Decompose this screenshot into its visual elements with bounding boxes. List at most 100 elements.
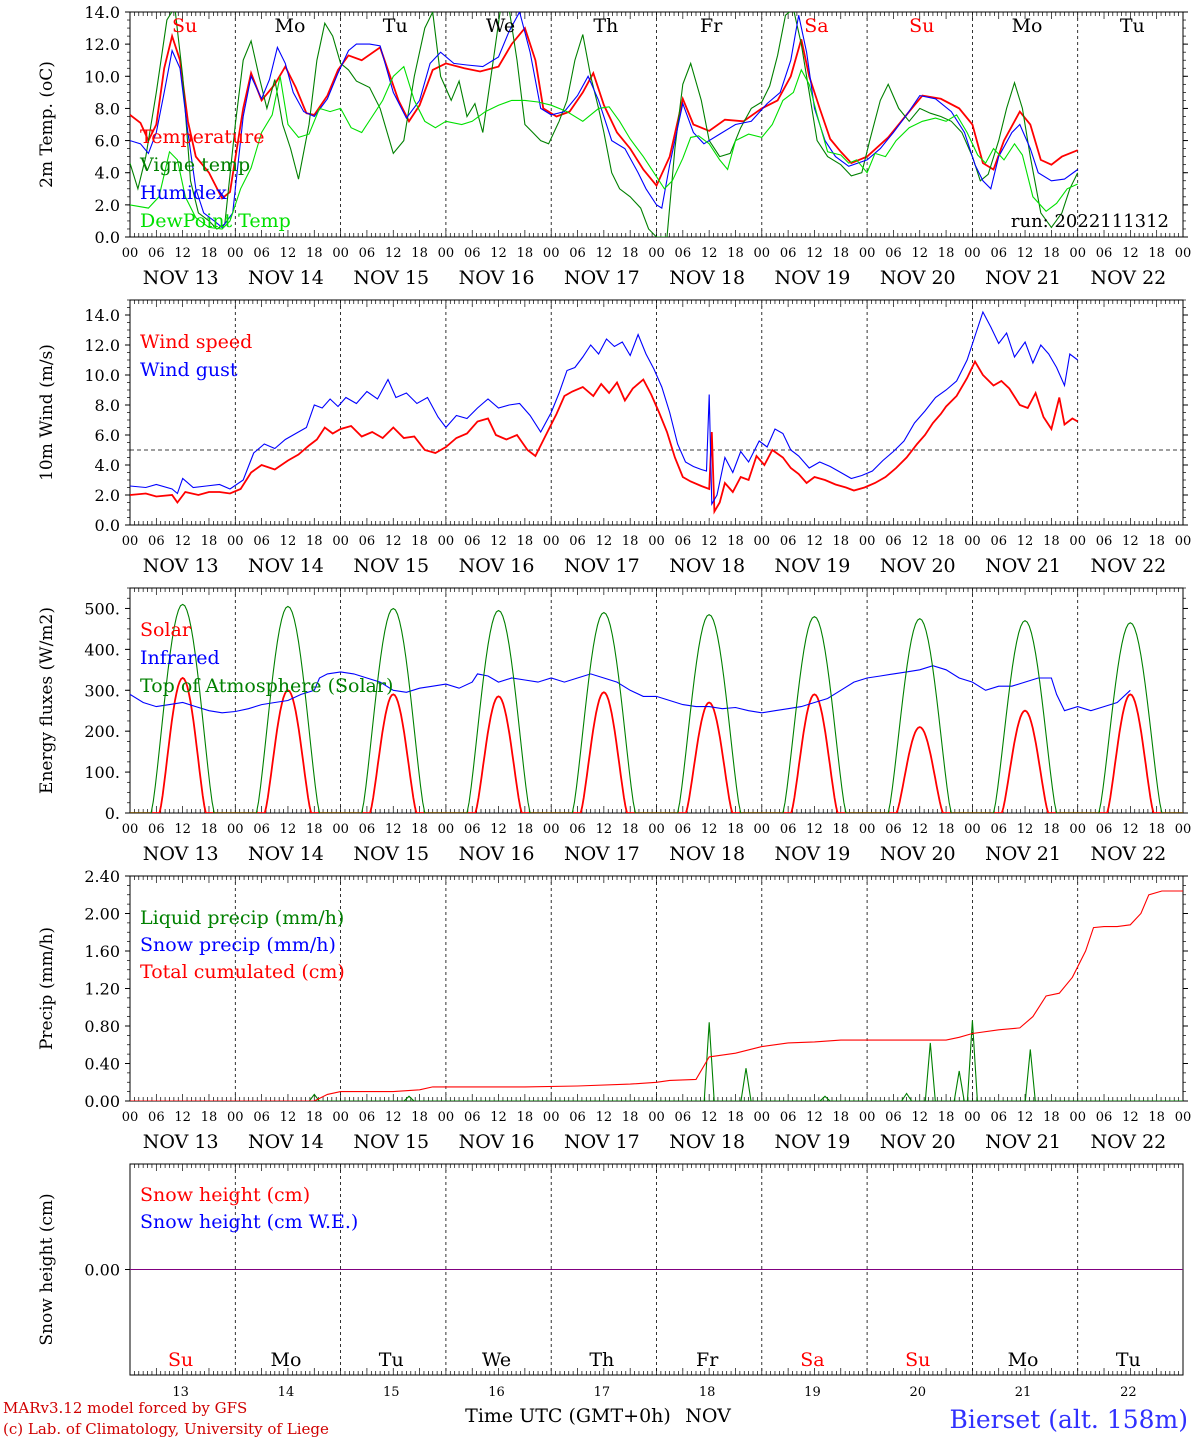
y-tick-label: 200.: [84, 722, 120, 741]
x-hour-label: 18: [411, 822, 428, 837]
legend-entry: Snow height (cm): [140, 1184, 310, 1206]
y-tick-label: 0.0: [95, 516, 120, 535]
x-hour-label: 12: [596, 246, 613, 261]
x-hour-label: 06: [1096, 246, 1113, 261]
x-hour-label: 00: [122, 534, 139, 549]
x-hour-label: 18: [727, 822, 744, 837]
x-hour-label: 18: [201, 246, 218, 261]
x-hour-label: 06: [1096, 534, 1113, 549]
x-hour-label: 18: [1043, 1110, 1060, 1125]
series-2: [972, 620, 1078, 813]
y-tick-label: 4.0: [95, 164, 120, 183]
x-hour-label: 12: [1122, 822, 1139, 837]
series-3: [130, 65, 1078, 230]
day-number-label: 21: [1015, 1385, 1032, 1400]
weekday-label: Fr: [700, 15, 723, 37]
x-date-label: NOV 22: [1090, 267, 1166, 289]
x-hour-label: 18: [938, 1110, 955, 1125]
x-date-label: NOV 14: [248, 1131, 324, 1153]
series-0: [130, 26, 1079, 200]
x-date-label: NOV 20: [880, 843, 956, 865]
x-date-label: NOV 19: [775, 843, 851, 865]
x-hour-label: 12: [1017, 246, 1034, 261]
x-date-label: NOV 15: [353, 555, 429, 577]
x-date-label: NOV 13: [143, 267, 219, 289]
y-axis-label: Snow height (cm): [37, 1193, 57, 1345]
x-date-label: NOV 15: [353, 843, 429, 865]
x-hour-label: 00: [122, 1110, 139, 1125]
x-hour-label: 12: [174, 1110, 191, 1125]
legend-entry: Solar: [140, 619, 192, 641]
x-hour-label: 18: [1043, 246, 1060, 261]
y-tick-label: 12.0: [84, 336, 120, 355]
x-hour-label: 12: [701, 246, 718, 261]
series-0-spike: [901, 1092, 913, 1101]
legend-entry: Vigne temp: [139, 154, 250, 176]
x-hour-label: 18: [727, 1110, 744, 1125]
x-hour-label: 00: [332, 246, 349, 261]
x-hour-label: 00: [122, 246, 139, 261]
x-hour-label: 06: [675, 534, 692, 549]
x-hour-label: 12: [701, 822, 718, 837]
y-tick-label: 0.0: [95, 228, 120, 247]
y-tick-label: 8.0: [95, 99, 120, 118]
x-hour-label: 18: [411, 246, 428, 261]
x-hour-label: 12: [490, 246, 507, 261]
x-hour-label: 06: [569, 534, 586, 549]
x-hour-label: 12: [1122, 246, 1139, 261]
x-hour-label: 12: [911, 534, 928, 549]
x-hour-label: 06: [675, 1110, 692, 1125]
x-date-label: NOV 20: [880, 1131, 956, 1153]
x-date-label: NOV 21: [985, 267, 1061, 289]
series-1: [130, 665, 1131, 714]
y-tick-label: 0.80: [84, 1017, 120, 1036]
x-hour-label: 00: [122, 822, 139, 837]
x-hour-label: 06: [148, 534, 165, 549]
series-0: [761, 693, 868, 813]
series-0: [340, 693, 446, 813]
x-hour-label: 06: [253, 1110, 270, 1125]
x-date-label: NOV 13: [143, 1131, 219, 1153]
x-hour-label: 06: [569, 822, 586, 837]
x-hour-label: 06: [780, 822, 797, 837]
legend-entry: Temperature: [140, 126, 264, 148]
series-0-spike: [953, 1070, 965, 1101]
y-tick-label: 6.0: [95, 132, 120, 151]
legend-entry: Snow precip (mm/h): [140, 934, 336, 956]
x-hour-label: 12: [174, 822, 191, 837]
weekday-label: Mo: [1008, 1349, 1039, 1371]
day-number-label: 14: [278, 1385, 295, 1400]
series-0: [551, 691, 657, 813]
x-hour-label: 12: [385, 1110, 402, 1125]
x-hour-label: 18: [411, 534, 428, 549]
x-hour-label: 00: [754, 1110, 771, 1125]
x-hour-label: 00: [1175, 822, 1192, 837]
series-area: [130, 603, 1183, 813]
weekday-label: Su: [909, 15, 934, 37]
model-credit: MARv3.12 model forced by GFS: [3, 1399, 247, 1417]
x-hour-label: 00: [438, 1110, 455, 1125]
weekday-label: Sa: [804, 15, 828, 37]
x-date-label: NOV 15: [353, 267, 429, 289]
weekday-label: Th: [589, 1349, 614, 1371]
weekday-label: We: [486, 15, 515, 37]
x-hour-label: 00: [227, 1110, 244, 1125]
x-hour-label: 00: [859, 822, 876, 837]
x-hour-label: 18: [1148, 822, 1165, 837]
x-hour-label: 12: [280, 534, 297, 549]
y-axis-label: Precip (mm/h): [37, 927, 57, 1050]
x-hour-label: 06: [464, 822, 481, 837]
x-date-label: NOV 20: [880, 267, 956, 289]
x-hour-label: 06: [990, 534, 1007, 549]
series-0: [445, 695, 552, 813]
x-hour-label: 00: [332, 534, 349, 549]
day-number-label: 16: [488, 1385, 505, 1400]
x-hour-label: 00: [227, 822, 244, 837]
day-number-label: 20: [909, 1385, 926, 1400]
x-date-label: NOV 15: [353, 1131, 429, 1153]
x-hour-label: 18: [938, 534, 955, 549]
y-tick-label: 0.00: [84, 1261, 120, 1280]
day-number-label: 18: [699, 1385, 716, 1400]
x-date-label: NOV 20: [880, 555, 956, 577]
